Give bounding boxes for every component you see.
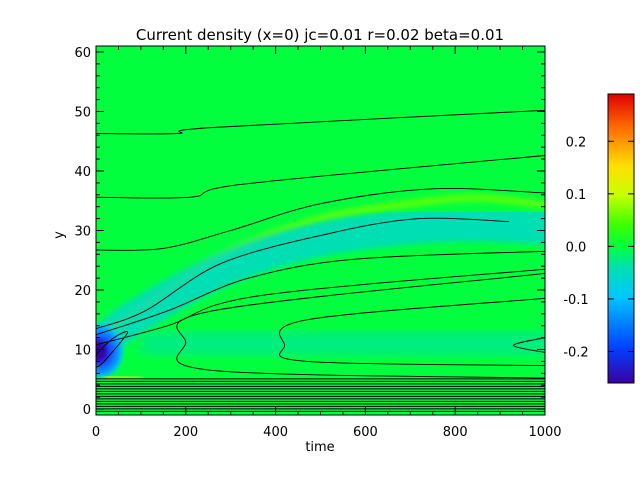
contour-loop-0 xyxy=(176,272,545,379)
x-axis: 0 200 400 600 800 1000 xyxy=(92,46,562,440)
y-tick-label-0: 0 xyxy=(83,403,91,418)
y-axis: 0 10 20 30 40 50 60 xyxy=(74,46,545,418)
contour-line-2 xyxy=(96,188,545,251)
contour-line-3 xyxy=(96,217,510,330)
y-tick-label-3: 30 xyxy=(74,225,91,240)
contour-line-1 xyxy=(96,155,545,199)
y-axis-label: y xyxy=(52,231,67,239)
contour-loop-3 xyxy=(96,331,128,368)
y-tick-label-6: 60 xyxy=(74,46,91,61)
heatmap-core-center-2 xyxy=(96,340,105,363)
contour-loop-2 xyxy=(513,337,545,353)
x-tick-label-4: 800 xyxy=(443,425,468,440)
colorbar-ticks: -0.2 -0.1 0.0 0.1 0.2 xyxy=(563,135,634,360)
contour-line-0 xyxy=(96,109,545,135)
y-tick-label-5: 50 xyxy=(74,105,91,120)
colorbar-tick-label-1: -0.1 xyxy=(563,293,588,308)
colorbar xyxy=(607,93,635,384)
contour-lines xyxy=(96,109,545,379)
heatmap-band-3 xyxy=(140,331,545,356)
y-tick-label-1: 10 xyxy=(74,344,91,359)
heatmap-core-2 xyxy=(96,321,126,382)
y-tick-label-4: 40 xyxy=(74,165,91,180)
colorbar-tick-label-3: 0.1 xyxy=(566,188,587,203)
x-tick-label-5: 1000 xyxy=(528,425,561,440)
contour-loop-1 xyxy=(279,297,545,367)
y-tick-label-2: 20 xyxy=(74,284,91,299)
x-axis-label: time xyxy=(305,440,334,455)
x-tick-label-0: 0 xyxy=(92,425,100,440)
chart-title: Current density (x=0) jc=0.01 r=0.02 bet… xyxy=(136,26,504,44)
colorbar-tick-label-0: -0.2 xyxy=(563,345,588,360)
x-tick-label-2: 400 xyxy=(263,425,288,440)
x-tick-label-3: 600 xyxy=(353,425,378,440)
x-tick-label-1: 200 xyxy=(173,425,198,440)
contour-line-4 xyxy=(96,250,545,336)
colorbar-tick-label-2: 0.0 xyxy=(566,240,587,255)
contour-line-5 xyxy=(96,268,545,346)
colorbar-tick-label-4: 0.2 xyxy=(566,135,587,150)
